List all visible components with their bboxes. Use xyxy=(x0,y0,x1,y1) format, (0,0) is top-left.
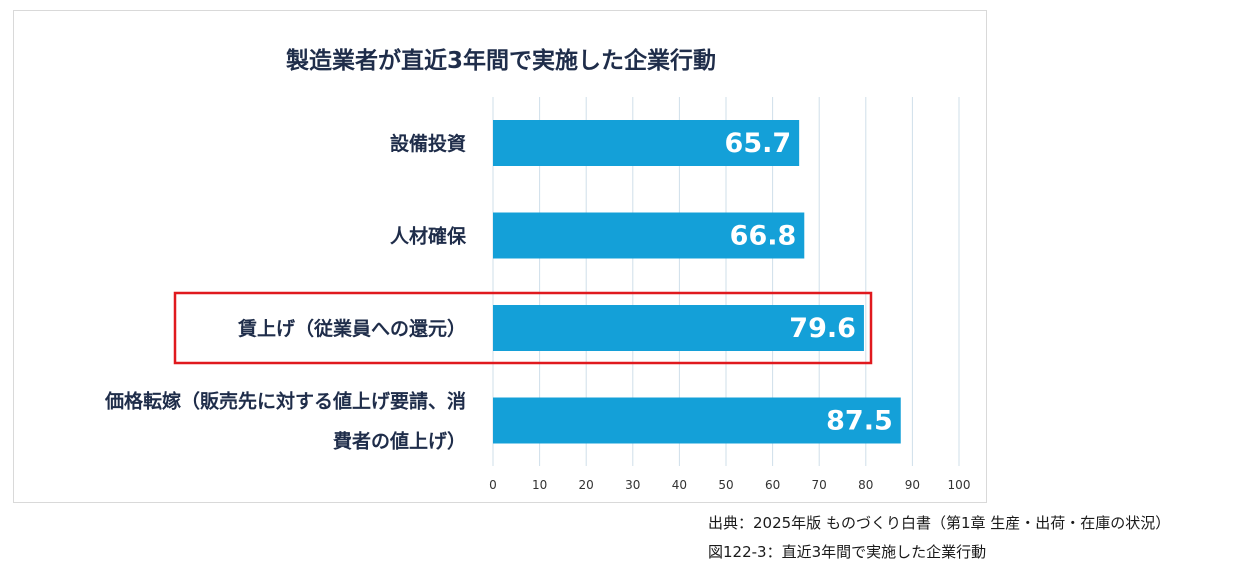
chart-title: 製造業者が直近3年間で実施した企業行動 xyxy=(285,48,716,74)
highlight-box xyxy=(173,291,873,365)
x-tick-label: 80 xyxy=(858,478,873,492)
x-tick-label: 50 xyxy=(718,478,733,492)
bar xyxy=(493,212,805,259)
bar-value-label: 79.6 xyxy=(789,313,856,344)
category-label: 費者の値上げ） xyxy=(333,430,466,453)
x-tick-label: 20 xyxy=(579,478,594,492)
bar xyxy=(493,305,864,351)
bar-value-label: 65.7 xyxy=(725,128,792,159)
source-note: 出典：2025年版 ものづくり白書（第1章 生産・出荷・在庫の状況） xyxy=(708,514,1171,532)
bar-value-label: 66.8 xyxy=(730,221,797,252)
category-label: 人材確保 xyxy=(390,225,467,248)
x-tick-label: 90 xyxy=(905,478,920,492)
category-label: 賃上げ（従業員への還元） xyxy=(237,317,466,340)
bar-value-label: 87.5 xyxy=(826,406,893,437)
category-label: 設備投資 xyxy=(390,132,466,155)
bar-chart: 0 10 20 30 40 50 60 70 80 90 100 65.7 設備投資 66.8 人材確保 79… xyxy=(104,97,971,492)
bar xyxy=(493,397,901,444)
x-tick-label: 40 xyxy=(672,478,687,492)
x-tick-label: 60 xyxy=(765,478,780,492)
x-tick-label: 70 xyxy=(812,478,827,492)
figure-caption: 図122-3：直近3年間で実施した企業行動 xyxy=(708,543,987,561)
chart-frame: 製造業者が直近3年間で実施した企業行動 0 10 20 30 40 50 60 70 80 90 1… xyxy=(13,10,987,503)
bar xyxy=(493,120,800,166)
x-tick-label: 30 xyxy=(625,478,640,492)
x-tick-label: 10 xyxy=(532,478,547,492)
x-tick-label: 100 xyxy=(948,478,971,492)
x-tick-label: 0 xyxy=(489,478,497,492)
category-label: 価格転嫁（販売先に対する値上げ要請、消 xyxy=(104,390,466,413)
